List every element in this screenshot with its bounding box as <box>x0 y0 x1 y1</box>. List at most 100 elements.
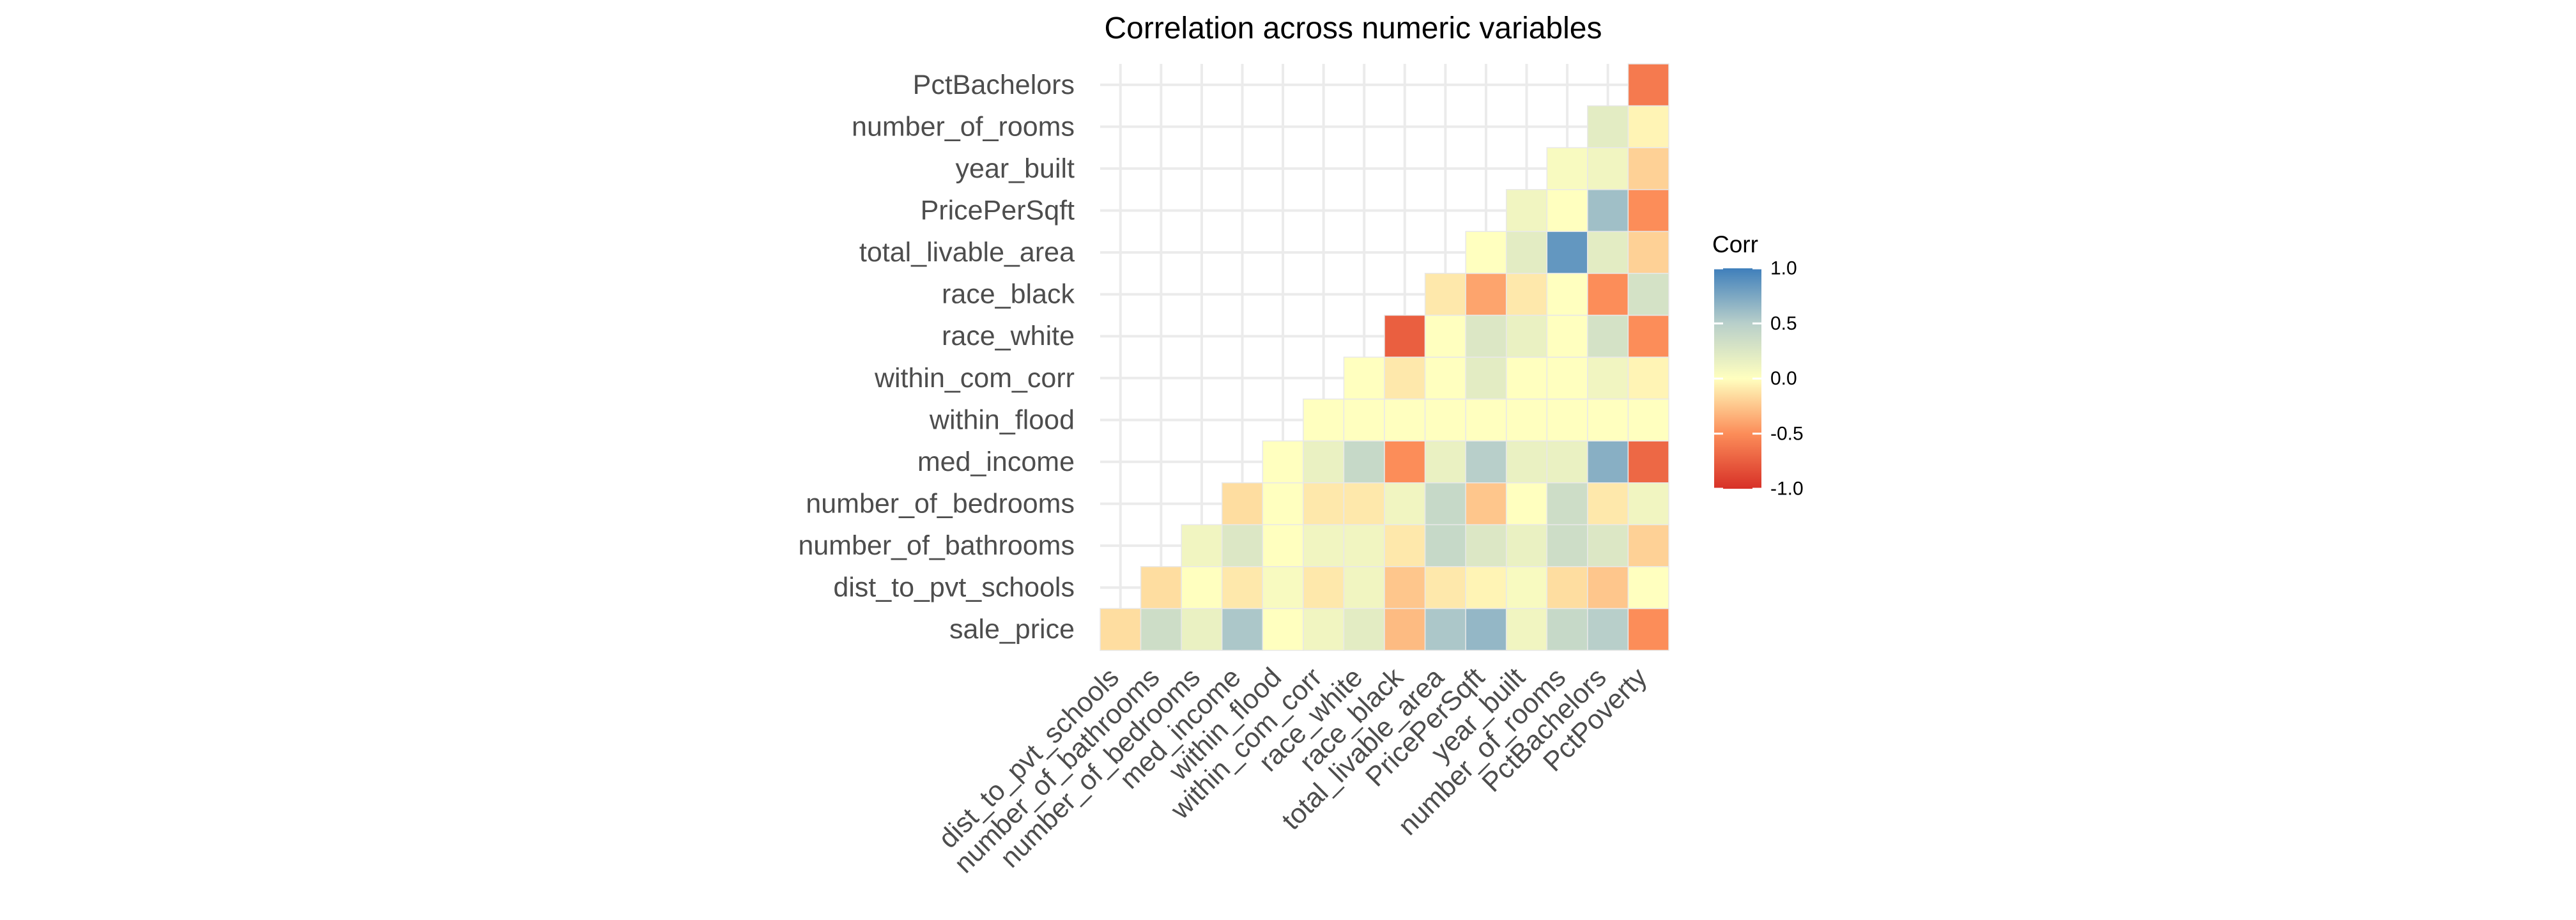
heatmap-cell <box>1384 356 1426 400</box>
y-axis-tick-labels: sale_price dist_to_pvt_schools number_of_b… <box>798 70 1075 645</box>
heatmap-cell <box>1465 440 1507 484</box>
heatmap-cell <box>1546 566 1588 610</box>
heatmap-cell <box>1303 524 1345 567</box>
heatmap-cell <box>1627 398 1669 441</box>
heatmap-cell <box>1627 440 1669 484</box>
heatmap-cell <box>1140 608 1182 651</box>
heatmap-cell <box>1587 356 1629 400</box>
heatmap-cell <box>1465 524 1507 567</box>
heatmap-cell <box>1424 566 1466 610</box>
heatmap-cell <box>1384 314 1426 358</box>
heatmap-cell <box>1465 273 1507 316</box>
heatmap-cell <box>1384 482 1426 526</box>
heatmap-cell <box>1505 273 1548 316</box>
heatmap-cell <box>1465 314 1507 358</box>
heatmap-cell <box>1140 566 1182 610</box>
heatmap-cell <box>1587 314 1629 358</box>
heatmap-cell <box>1627 105 1669 148</box>
heatmap-cell <box>1587 524 1629 567</box>
heatmap-cell <box>1424 482 1466 526</box>
heatmap-cell <box>1221 482 1264 526</box>
heatmap-cell <box>1546 273 1588 316</box>
heatmap-cell <box>1343 566 1385 610</box>
heatmap-cell <box>1303 440 1345 484</box>
legend-tick-label: -0.5 <box>1770 423 1804 444</box>
heatmap-cell <box>1384 398 1426 441</box>
heatmap-cell <box>1546 314 1588 358</box>
heatmap-cell <box>1587 566 1629 610</box>
heatmap-cell <box>1262 566 1304 610</box>
heatmap-cell <box>1627 188 1669 233</box>
y-tick-label: within_com_corr <box>874 363 1075 394</box>
heatmap-cell <box>1343 524 1385 567</box>
y-tick-label: within_flood <box>929 404 1075 435</box>
heatmap-cell <box>1465 608 1507 651</box>
legend-tick-label: 0.0 <box>1770 368 1797 389</box>
heatmap-cell <box>1546 524 1588 567</box>
legend-tick-label: -1.0 <box>1770 479 1804 500</box>
heatmap-cell <box>1627 608 1669 651</box>
y-tick-label: number_of_bathrooms <box>798 530 1075 561</box>
heatmap-cell <box>1587 231 1629 274</box>
heatmap-cell <box>1505 440 1548 484</box>
heatmap-cell <box>1627 314 1669 358</box>
heatmap-cell <box>1627 147 1669 190</box>
heatmap-cell <box>1546 608 1588 651</box>
heatmap-cell <box>1262 440 1304 484</box>
heatmap-cell <box>1546 356 1588 400</box>
heatmap-cell <box>1587 105 1629 148</box>
y-tick-label: dist_to_pvt_schools <box>833 572 1075 603</box>
heatmap-cell <box>1343 440 1385 484</box>
heatmap-cell <box>1587 273 1629 316</box>
heatmap-cell <box>1587 440 1629 484</box>
legend-tick-label: 1.0 <box>1770 258 1797 279</box>
heatmap-cell <box>1424 398 1466 441</box>
heatmap-cell <box>1221 608 1264 651</box>
heatmap-cell <box>1505 608 1548 651</box>
y-tick-label: number_of_rooms <box>852 111 1075 142</box>
heatmap-cell <box>1343 398 1385 441</box>
heatmap-cell <box>1424 314 1466 358</box>
heatmap-cell <box>1627 482 1669 526</box>
heatmap-cell <box>1546 440 1588 484</box>
heatmap-cell <box>1505 524 1548 567</box>
heatmap-cell <box>1546 147 1588 190</box>
heatmap-cell <box>1262 482 1304 526</box>
heatmap-cell <box>1343 608 1385 651</box>
heatmap-cell <box>1262 524 1304 567</box>
heatmap-cell <box>1262 608 1304 651</box>
heatmap-cell <box>1424 524 1466 567</box>
y-tick-label: number_of_bedrooms <box>806 489 1075 519</box>
chart-title: Correlation across numeric variables <box>1105 12 1602 45</box>
heatmap-cell <box>1384 608 1426 651</box>
heatmap-cell <box>1303 482 1345 526</box>
heatmap-cell <box>1303 398 1345 441</box>
heatmap-cell <box>1465 356 1507 400</box>
heatmap-cell <box>1384 524 1426 567</box>
y-tick-label: PricePerSqft <box>921 195 1075 226</box>
heatmap-cell <box>1505 314 1548 358</box>
heatmap-cell <box>1181 608 1223 651</box>
heatmap-cell <box>1546 482 1588 526</box>
heatmap-cell <box>1587 398 1629 441</box>
heatmap-cell <box>1627 356 1669 400</box>
heatmap-cell <box>1627 231 1669 274</box>
heatmap-cell <box>1627 566 1669 610</box>
heatmap-cell <box>1505 356 1548 400</box>
heatmap-cell <box>1303 566 1345 610</box>
heatmap-cell <box>1424 356 1466 400</box>
heatmap-cell <box>1221 566 1264 610</box>
heatmap-cell <box>1424 608 1466 651</box>
heatmap-cell <box>1627 63 1669 107</box>
y-tick-label: total_livable_area <box>859 237 1075 268</box>
heatmap-cell <box>1627 524 1669 567</box>
heatmap-cell <box>1505 482 1548 526</box>
heatmap-cell <box>1424 440 1466 484</box>
heatmap-cell <box>1505 188 1548 233</box>
y-tick-label: year_built <box>956 153 1075 184</box>
x-axis-tick-labels: dist_to_pvt_schoolsnumber_of_bathroomsnu… <box>933 662 1653 879</box>
legend-title: Corr <box>1712 231 1758 257</box>
legend-tick-label: 0.5 <box>1770 313 1797 334</box>
y-tick-label: sale_price <box>949 614 1075 645</box>
